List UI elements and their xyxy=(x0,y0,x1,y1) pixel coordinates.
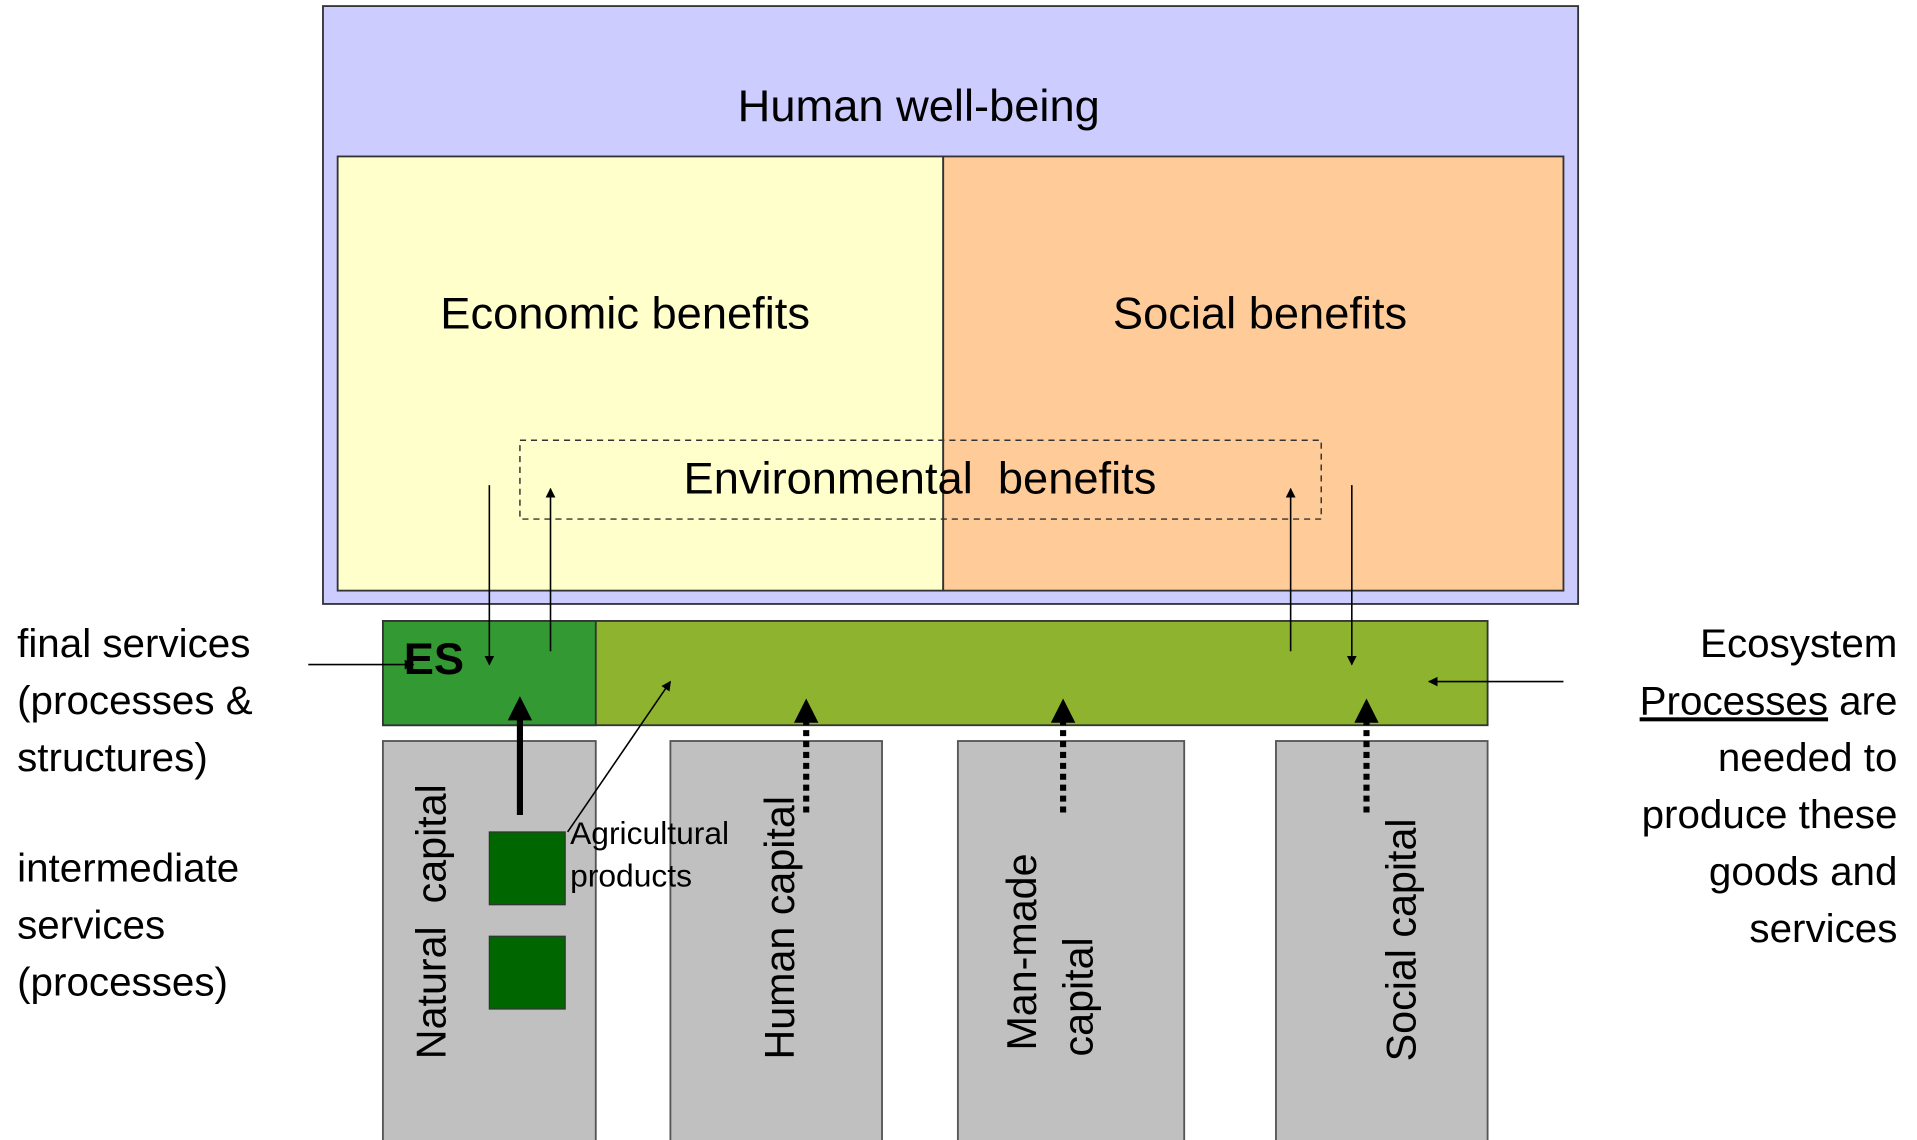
title: Human well-being xyxy=(738,80,1100,131)
arrow xyxy=(566,680,672,833)
social-capital-label: Social capital xyxy=(1378,818,1424,1061)
final-note: final services xyxy=(17,621,250,666)
manmade-capital-box xyxy=(956,740,1186,1140)
social-box xyxy=(942,155,1565,592)
final-note: (processes & xyxy=(17,678,253,723)
natural-capital-label: Natural capital xyxy=(408,784,454,1059)
right-note: produce these xyxy=(1642,792,1898,837)
social-label: Social benefits xyxy=(1113,288,1407,339)
arrows xyxy=(308,485,1564,833)
manmade-capital-label: capital xyxy=(1055,937,1101,1056)
environmental-label: Environmental benefits xyxy=(684,453,1157,504)
agricultural-label: products xyxy=(570,857,692,893)
human-capital-box xyxy=(669,740,883,1140)
intermediate-note: intermediate xyxy=(17,845,239,890)
intermediate-note: services xyxy=(17,902,165,947)
manmade-capital-label: Man-made xyxy=(999,853,1045,1050)
right-note: services xyxy=(1749,906,1897,951)
economic-label: Economic benefits xyxy=(440,288,810,339)
final-note: structures) xyxy=(17,735,208,780)
agricultural-label: Agricultural xyxy=(570,815,729,851)
right-note-word: are xyxy=(1839,678,1897,723)
underlined-word: Processes xyxy=(1640,678,1828,723)
right-note: needed to xyxy=(1718,735,1898,780)
right-note: goods and xyxy=(1709,849,1898,894)
right-note: Processes are xyxy=(1640,678,1898,723)
green-square xyxy=(488,831,566,906)
right-note: Ecosystem xyxy=(1700,621,1897,666)
human-capital-label: Human capital xyxy=(757,796,803,1060)
economic-box xyxy=(336,155,945,592)
green-square xyxy=(488,935,566,1010)
social-capital-box xyxy=(1275,740,1489,1140)
es-label: ES xyxy=(404,633,464,684)
intermediate-note: (processes) xyxy=(17,959,228,1004)
environmental-box xyxy=(519,439,1322,520)
